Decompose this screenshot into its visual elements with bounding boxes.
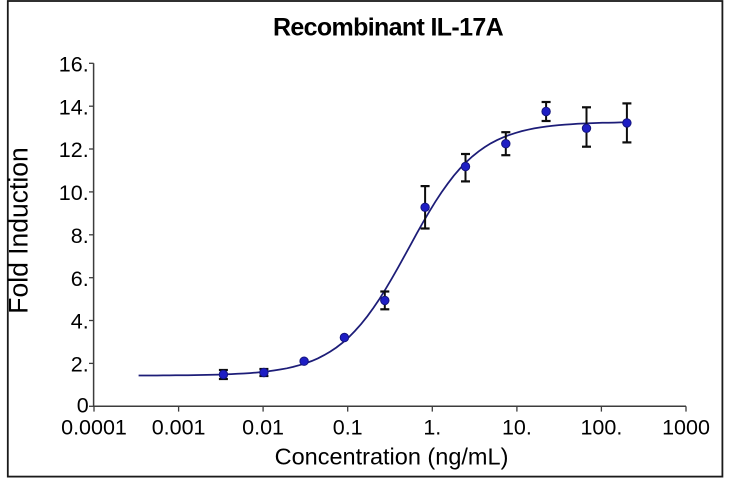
- svg-text:1000: 1000: [662, 416, 710, 440]
- svg-text:2.: 2.: [71, 353, 89, 377]
- svg-text:0.001: 0.001: [152, 416, 206, 440]
- svg-text:0.01: 0.01: [242, 416, 284, 440]
- svg-text:16.: 16.: [59, 52, 89, 76]
- svg-text:1.: 1.: [423, 416, 441, 440]
- svg-text:100.: 100.: [580, 416, 622, 440]
- svg-text:0: 0: [77, 394, 89, 418]
- svg-text:4.: 4.: [71, 310, 89, 334]
- svg-text:0.0001: 0.0001: [61, 416, 127, 440]
- svg-text:Recombinant IL-17A: Recombinant IL-17A: [273, 14, 504, 42]
- svg-text:8.: 8.: [71, 224, 89, 248]
- svg-text:14.: 14.: [59, 95, 89, 119]
- svg-text:6.: 6.: [71, 267, 89, 291]
- svg-text:Concentration (ng/mL): Concentration (ng/mL): [275, 444, 509, 470]
- svg-text:12.: 12.: [59, 138, 89, 162]
- svg-text:Fold Induction: Fold Induction: [4, 147, 34, 313]
- svg-text:10.: 10.: [502, 416, 532, 440]
- svg-text:0.1: 0.1: [333, 416, 363, 440]
- svg-text:10.: 10.: [59, 181, 89, 205]
